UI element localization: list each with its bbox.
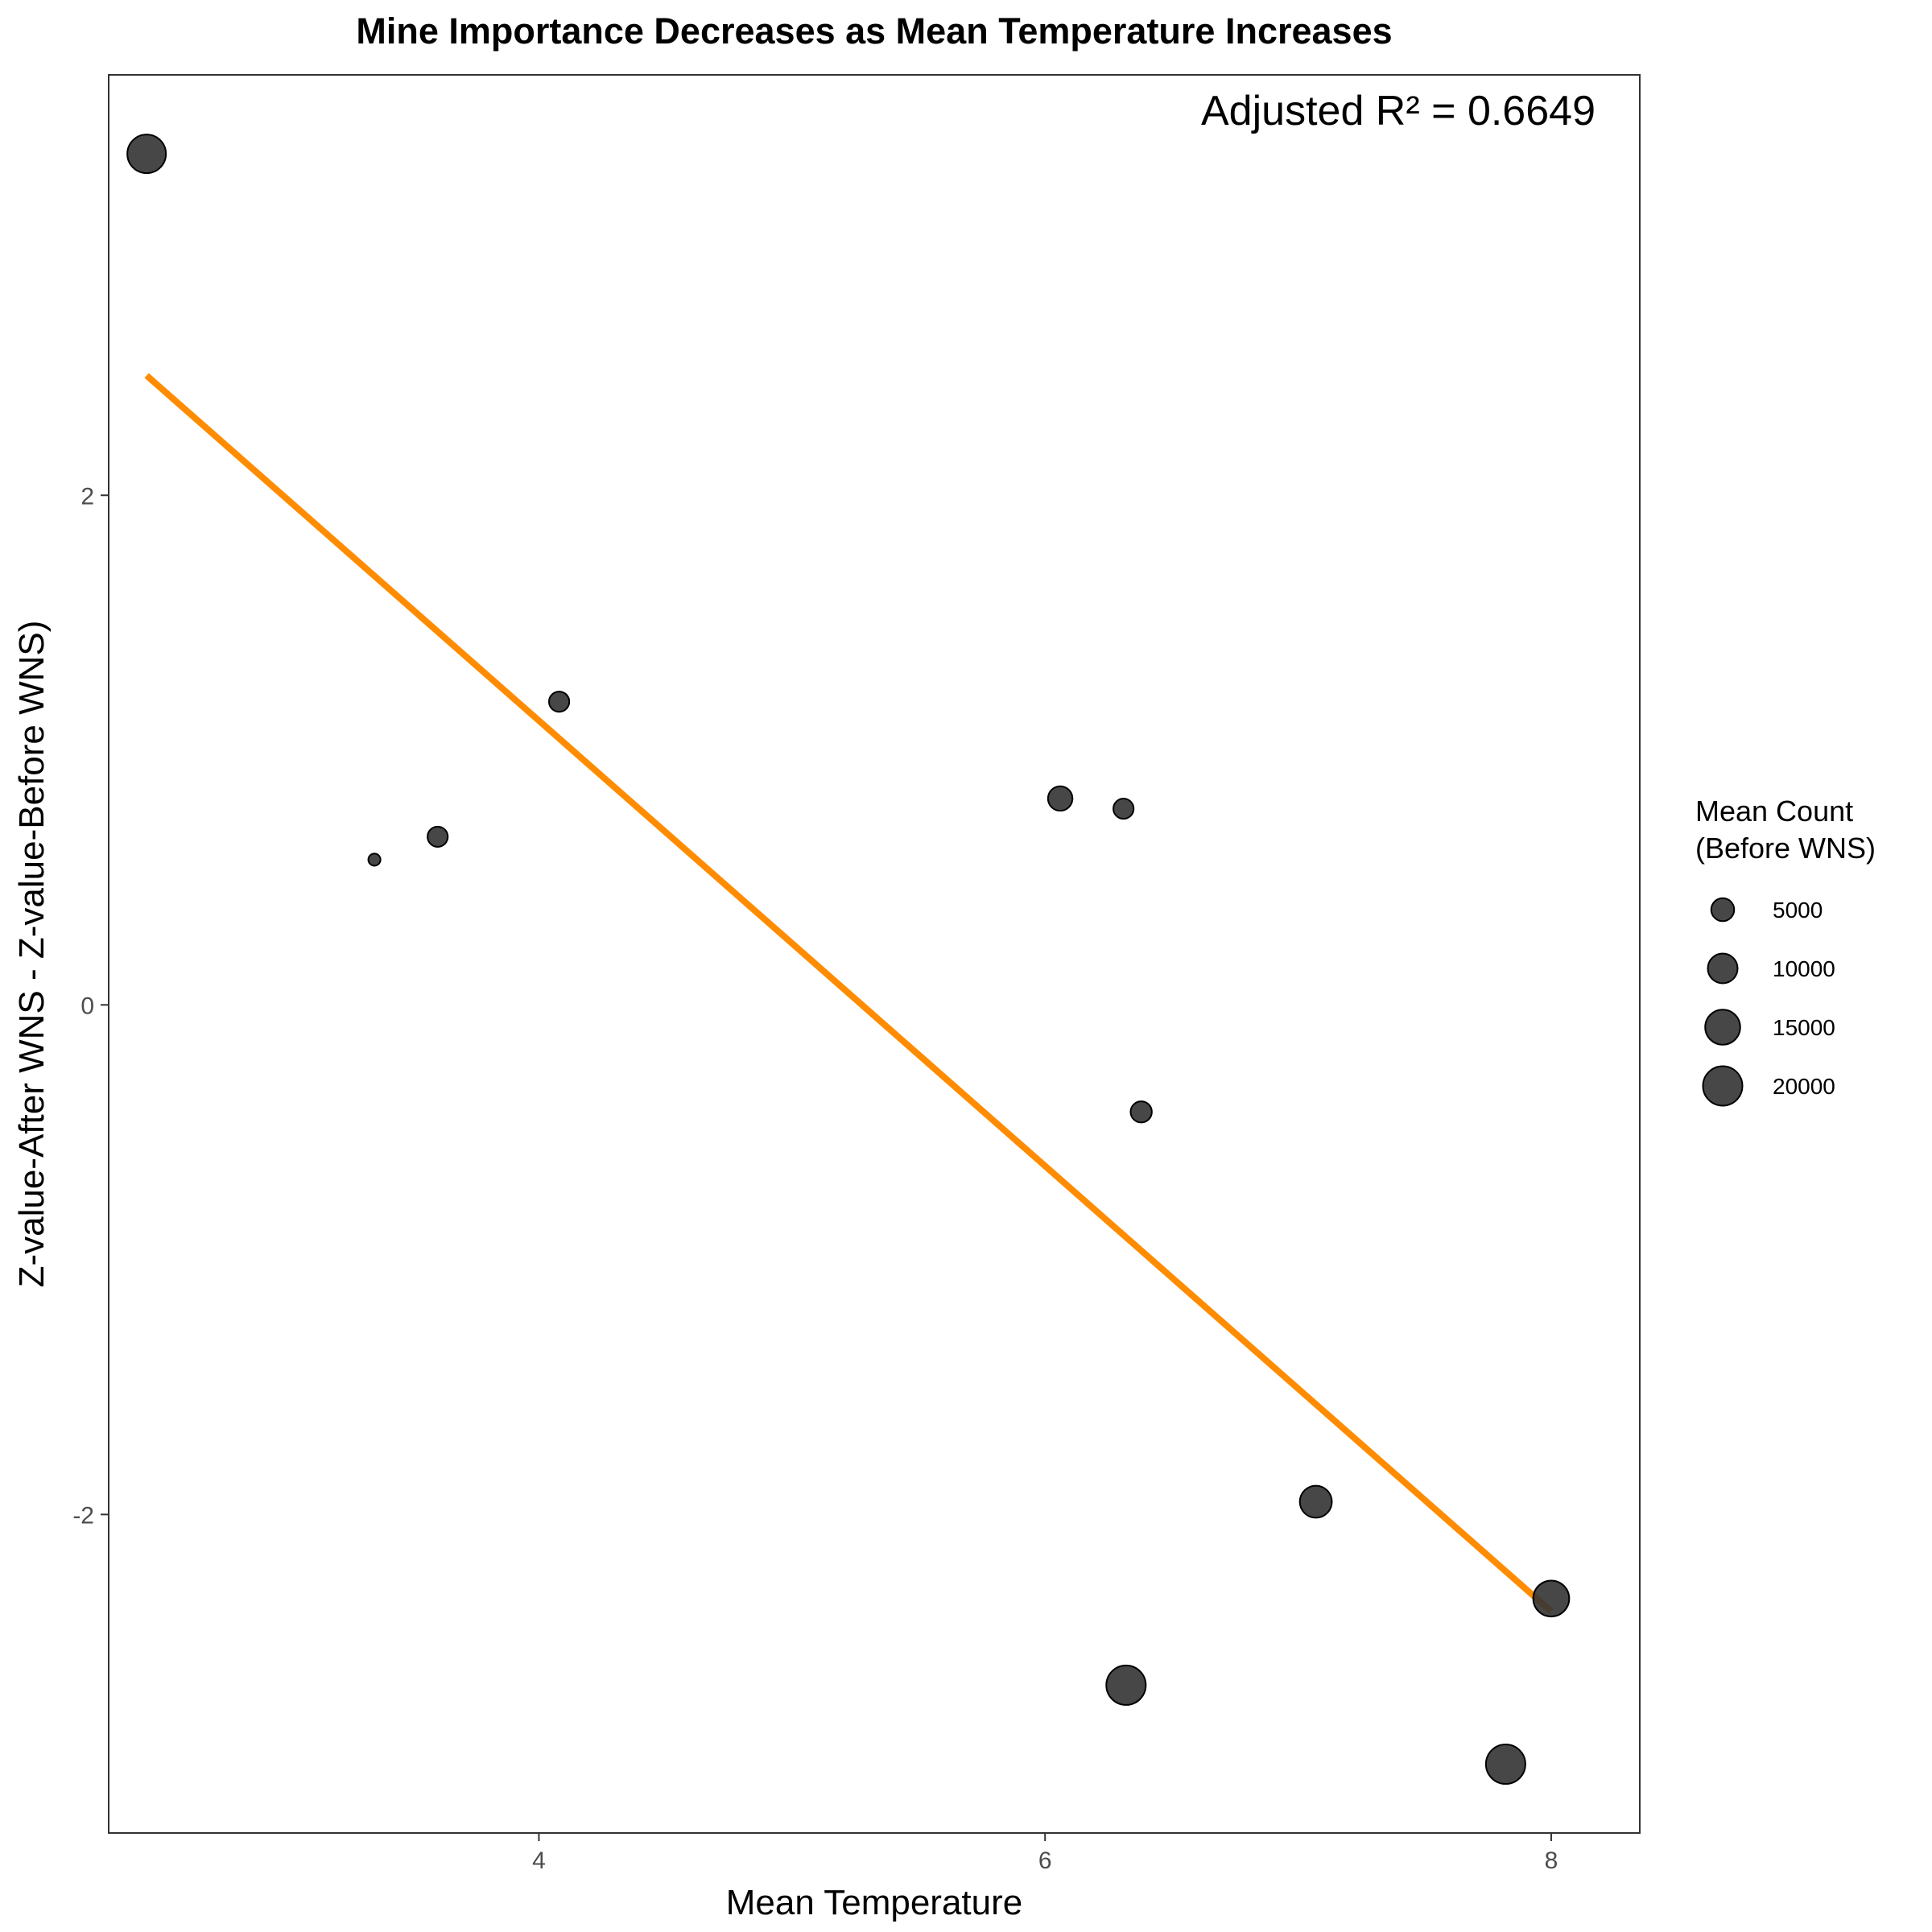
data-point	[548, 691, 571, 713]
y-tick-label: -2	[72, 1502, 94, 1529]
y-tick-label: 0	[80, 993, 94, 1019]
data-point	[1298, 1484, 1333, 1519]
trend-line-layer	[144, 373, 1554, 1614]
data-point	[1484, 1744, 1526, 1785]
data-point	[427, 825, 449, 848]
legend-key-circle	[1710, 897, 1736, 923]
legend-key-label: 15000	[1773, 1015, 1835, 1040]
data-point	[367, 852, 382, 867]
x-tick-label: 8	[1545, 1847, 1558, 1874]
chart-title: Mine Importance Decreases as Mean Temper…	[356, 10, 1392, 52]
legend-key-circle	[1707, 952, 1739, 985]
legend-key-label: 5000	[1773, 898, 1823, 923]
plot-panel	[108, 74, 1641, 1834]
r-squared-annotation: Adjusted R² = 0.6649	[1201, 88, 1596, 134]
x-axis-title: Mean Temperature	[726, 1883, 1023, 1922]
data-point	[1105, 1664, 1147, 1706]
axis-ticks: 4 6 8 2 0 -2	[72, 483, 1558, 1874]
data-point	[1129, 1100, 1153, 1124]
y-tick-label: 2	[80, 483, 94, 510]
legend-title-line2: (Before WNS)	[1695, 832, 1876, 865]
data-point	[126, 134, 167, 175]
legend-key-circle	[1704, 1009, 1741, 1046]
x-tick-label: 6	[1038, 1847, 1052, 1874]
legend-key-label: 10000	[1773, 956, 1835, 981]
legend-key-circle	[1702, 1065, 1744, 1107]
y-axis-title: Z-value-After WNS - Z-value-Before WNS)	[12, 621, 52, 1288]
data-point	[1046, 785, 1074, 812]
legend-title-line1: Mean Count	[1695, 795, 1853, 828]
legend-key-label: 20000	[1773, 1074, 1835, 1099]
data-point	[1532, 1579, 1571, 1618]
data-points	[126, 134, 1571, 1785]
trend-line	[144, 373, 1554, 1614]
data-point	[1113, 798, 1135, 820]
size-legend: Mean Count (Before WNS) 5000 10000 15000 20…	[1695, 795, 1876, 1107]
x-tick-label: 4	[532, 1847, 546, 1874]
